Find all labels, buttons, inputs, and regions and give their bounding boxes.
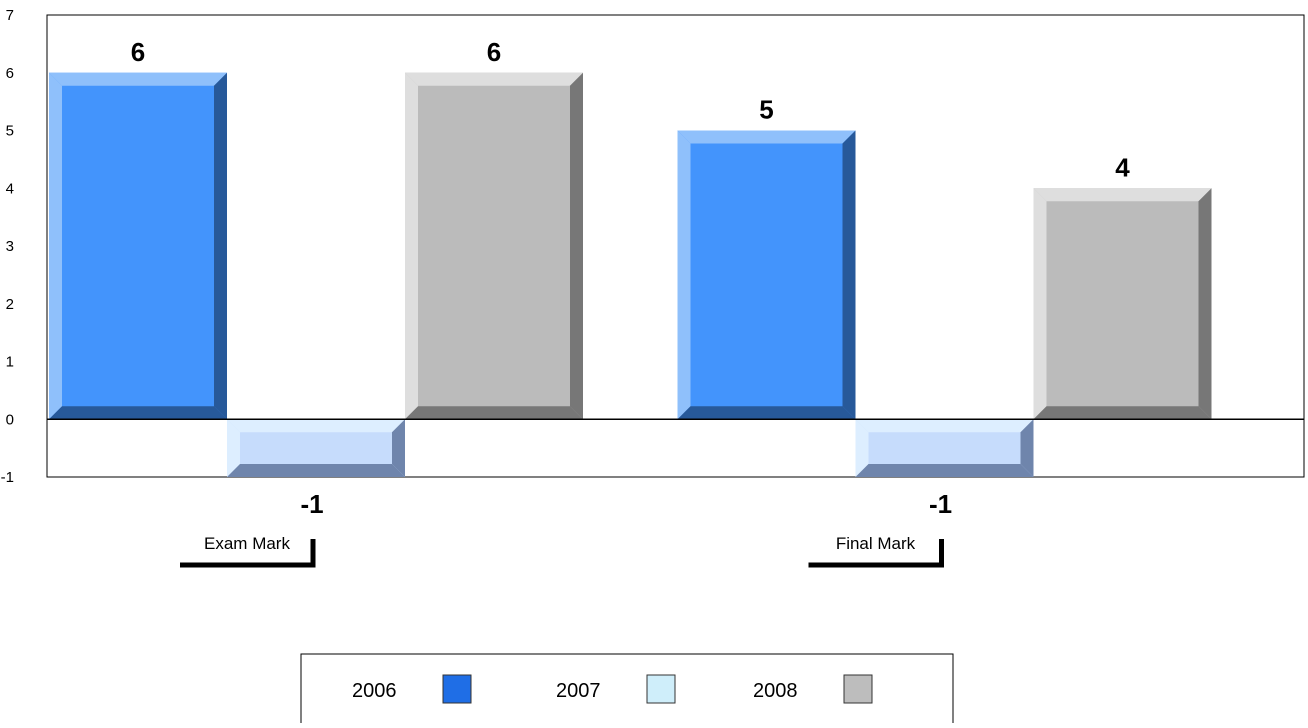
x-category-label: Exam Mark: [204, 534, 290, 553]
bar: [677, 130, 856, 420]
y-tick-label: 2: [6, 296, 14, 313]
y-tick-label: 5: [6, 123, 14, 140]
data-label: 4: [1115, 152, 1130, 182]
legend-swatch: [442, 674, 472, 704]
data-label: -1: [300, 489, 323, 519]
category-bracket: [808, 539, 944, 568]
bar: [855, 419, 1034, 477]
y-tick-label: 0: [6, 411, 14, 428]
legend-label: 2007: [556, 680, 601, 702]
plot-frame: [46, 14, 1305, 478]
bar: [49, 72, 227, 420]
y-tick-label: 4: [6, 180, 14, 197]
category-bracket: [180, 539, 316, 568]
y-tick-label: 3: [6, 238, 14, 255]
legend: 2006 2007 2008: [300, 653, 954, 728]
y-tick-label: 6: [6, 65, 14, 82]
plot-area: -1 0 1 2 3 4 5 6 7 6 -1 6 Exam Mark 5 -1 4 Final Mark: [1, 7, 1305, 568]
legend-swatch: [843, 674, 873, 704]
data-label: 5: [759, 95, 773, 125]
y-tick-label: 1: [6, 354, 14, 371]
x-category-label: Final Mark: [836, 534, 916, 553]
data-label: -1: [929, 489, 952, 519]
y-tick-label: 7: [6, 7, 14, 24]
legend-label: 2006: [352, 680, 397, 702]
legend-label: 2008: [753, 680, 798, 702]
bar: [227, 419, 405, 477]
data-label: 6: [131, 37, 145, 67]
legend-swatch: [646, 674, 676, 704]
bar: [1033, 188, 1212, 420]
bar: [405, 72, 583, 420]
data-label: 6: [487, 37, 501, 67]
y-tick-label: -1: [1, 469, 14, 486]
